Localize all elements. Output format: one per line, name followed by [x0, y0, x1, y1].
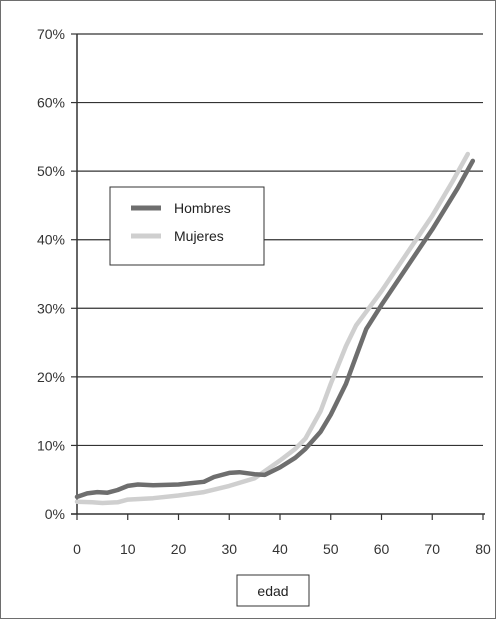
- x-tick-label-3: 30: [221, 541, 237, 557]
- y-tick-labels: 0% 10% 20% 30% 40% 50% 60% 70%: [37, 26, 65, 522]
- legend-label-mujeres: Mujeres: [174, 228, 224, 244]
- x-tick-label-2: 20: [171, 541, 187, 557]
- x-axis-label: edad: [236, 574, 310, 607]
- x-axis-label-text: edad: [257, 583, 288, 599]
- legend: Hombres Mujeres: [109, 186, 265, 266]
- series-lines: [74, 151, 476, 506]
- axes: [71, 33, 485, 520]
- x-tick-label-5: 50: [323, 541, 339, 557]
- x-tick-label-1: 10: [120, 541, 136, 557]
- series-line-hombres: [74, 158, 476, 500]
- x-tick-label-7: 70: [424, 541, 440, 557]
- x-tick-label-4: 40: [272, 541, 288, 557]
- y-tick-label-0: 0%: [45, 506, 65, 522]
- legend-label-hombres: Hombres: [174, 200, 231, 216]
- y-tick-label-1: 10%: [37, 437, 65, 453]
- y-tick-label-7: 70%: [37, 26, 65, 42]
- x-tick-label-6: 60: [374, 541, 390, 557]
- y-tick-label-2: 20%: [37, 369, 65, 385]
- series-line-mujeres: [74, 151, 471, 506]
- x-tick-labels: 0 10 20 30 40 50 60 70 80: [73, 541, 491, 557]
- y-tick-label-6: 60%: [37, 95, 65, 111]
- x-axis-label-box: [236, 574, 310, 607]
- legend-box: [109, 186, 265, 266]
- y-tick-label-4: 40%: [37, 232, 65, 248]
- x-tick-label-8: 80: [475, 541, 491, 557]
- x-tick-label-0: 0: [73, 541, 81, 557]
- y-tick-label-3: 30%: [37, 300, 65, 316]
- y-tick-label-5: 50%: [37, 163, 65, 179]
